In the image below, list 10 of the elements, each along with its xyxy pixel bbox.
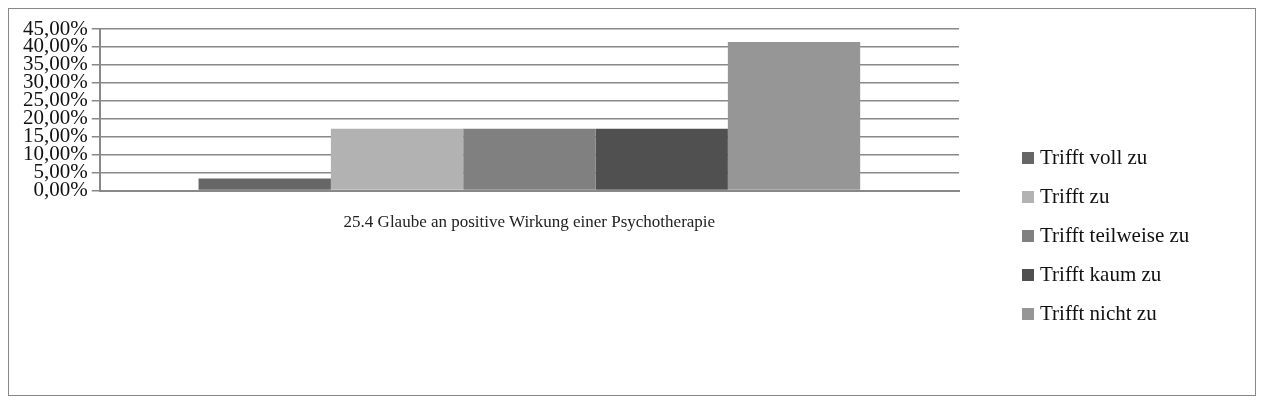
- legend-label: Trifft nicht zu: [1040, 300, 1157, 327]
- bar: [727, 41, 861, 190]
- legend-label: Trifft voll zu: [1040, 144, 1148, 171]
- x-tick-label: 25.4 Glaube an positive Wirkung einer Psychotherapie: [343, 212, 716, 232]
- legend-label: Trifft zu: [1040, 183, 1110, 210]
- legend-label: Trifft teilweise zu: [1040, 222, 1190, 249]
- bar: [330, 128, 464, 190]
- bar: [198, 178, 331, 190]
- bar: [595, 128, 728, 190]
- legend-label: Trifft kaum zu: [1040, 261, 1162, 288]
